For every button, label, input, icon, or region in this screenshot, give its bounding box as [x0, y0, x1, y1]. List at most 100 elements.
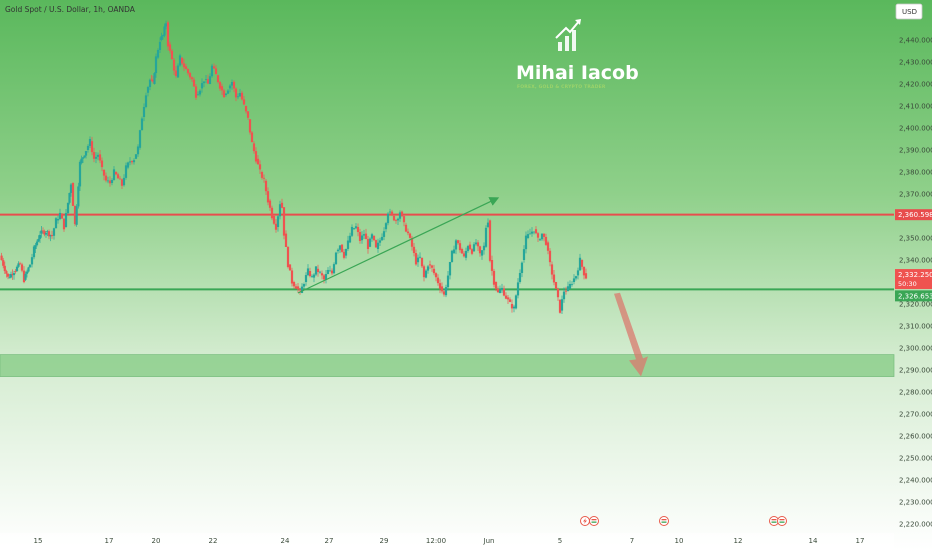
candle-body — [462, 253, 466, 257]
event-markers — [580, 516, 787, 526]
candle-body — [460, 249, 464, 254]
candle-body — [328, 270, 332, 272]
candle-body — [442, 291, 446, 295]
candle-body — [482, 245, 486, 251]
candle-body — [486, 222, 490, 227]
candle-body — [446, 275, 450, 288]
candle-body — [504, 295, 508, 299]
candle-body — [330, 270, 334, 274]
time-tick-label: 20 — [152, 537, 161, 545]
candle-body — [494, 282, 498, 289]
candle-body — [254, 151, 258, 162]
candle-body — [524, 235, 528, 250]
candle-body — [140, 118, 144, 131]
candle-body — [268, 200, 272, 208]
candle-body — [228, 85, 232, 89]
candle-body — [456, 240, 460, 244]
candle-body — [528, 233, 532, 235]
candle-body — [454, 240, 458, 250]
price-tick-label: 2,370.000 — [899, 191, 932, 199]
candle-body — [2, 260, 5, 266]
candle-body — [98, 154, 102, 161]
candle-body — [192, 79, 196, 87]
candle-body — [64, 213, 68, 227]
candle-body — [410, 237, 414, 247]
candle-body — [480, 250, 484, 256]
time-tick-label: 29 — [380, 537, 389, 545]
candle-body — [344, 248, 348, 256]
candle-body — [426, 266, 430, 271]
price-tick-label: 2,410.000 — [899, 103, 932, 111]
resistance-price-label: 2,360.598 — [895, 209, 932, 221]
candle-body — [168, 44, 172, 51]
trendline-arrow[interactable] — [297, 197, 500, 294]
price-tick-label: 2,220.000 — [899, 521, 932, 529]
demand-zone[interactable] — [0, 354, 895, 377]
candle-body — [122, 177, 126, 186]
candle-body — [476, 242, 480, 247]
candle-body — [232, 81, 236, 89]
candle-body — [308, 271, 312, 277]
candle-body — [468, 244, 472, 250]
candle-body — [346, 240, 350, 249]
candle-body — [302, 284, 306, 287]
candle-body — [190, 77, 194, 80]
candle-body — [17, 263, 20, 267]
projection-arrow[interactable] — [614, 292, 648, 377]
candle-body — [106, 180, 110, 182]
candle-body — [580, 260, 584, 267]
candle-body — [506, 297, 510, 300]
time-axis[interactable]: 15 17 20 22 24 27 29 12:00 Jun 5 7 10 12 14 17 — [34, 537, 865, 545]
candle-body — [566, 286, 570, 292]
candle-body — [358, 232, 362, 241]
candle-body — [84, 151, 88, 156]
candle-body — [240, 92, 244, 100]
candle-body — [478, 246, 482, 254]
currency-button[interactable]: USD — [895, 3, 923, 20]
candle-body — [28, 264, 32, 268]
candle-body — [400, 211, 404, 217]
candle-body — [38, 234, 42, 239]
lightning-icon[interactable] — [580, 516, 590, 526]
candle-body — [282, 207, 286, 236]
candle-body — [222, 90, 226, 98]
flag-icon[interactable] — [659, 516, 669, 526]
current-price-label: 2,332.250 50:30 — [895, 269, 932, 290]
candle-body — [324, 274, 328, 280]
candle-body — [564, 290, 568, 292]
flag-icon[interactable] — [777, 516, 787, 526]
candle-body — [348, 235, 352, 243]
candle-body — [126, 162, 130, 168]
flag-icon[interactable] — [589, 516, 599, 526]
candle-body — [396, 218, 400, 221]
currency-label: USD — [902, 8, 917, 16]
candle-body — [322, 275, 326, 280]
price-tick-label: 2,400.000 — [899, 125, 932, 133]
candle-body — [354, 226, 358, 229]
candle-body — [156, 50, 160, 58]
candle-body — [88, 138, 92, 146]
candle-body — [163, 26, 166, 36]
candle-body — [538, 239, 542, 241]
candle-body — [452, 249, 456, 254]
price-tick-label: 2,420.000 — [899, 81, 932, 89]
time-axis-bg — [0, 533, 894, 550]
candle-body — [34, 245, 37, 249]
candle-body — [256, 158, 260, 165]
candle-body — [278, 204, 282, 217]
candle-body — [170, 50, 174, 60]
price-tick-label: 2,250.000 — [899, 455, 932, 463]
candle-body — [356, 227, 360, 233]
candle-body — [161, 35, 165, 37]
candle-body — [326, 269, 330, 275]
candle-body — [58, 212, 62, 220]
candle-body — [522, 249, 526, 260]
candle-body — [148, 79, 152, 88]
candle-body — [35, 241, 39, 246]
candle-body — [314, 266, 318, 275]
candle-body — [46, 231, 49, 232]
candle-body — [540, 233, 544, 240]
time-tick-label: 22 — [209, 537, 218, 545]
